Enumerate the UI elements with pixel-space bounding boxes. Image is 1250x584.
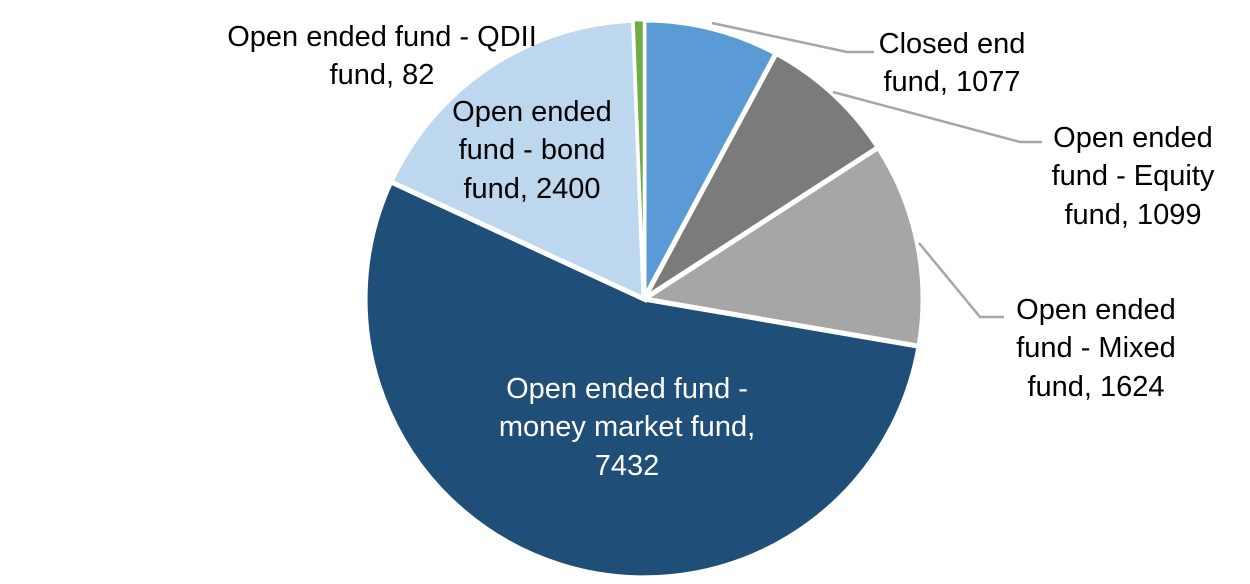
data-label-equity-fund: Open ended fund - Equity fund, 1099 bbox=[1051, 122, 1215, 231]
data-label-qdii-fund: Open ended fund - QDII fund, 82 bbox=[227, 21, 537, 92]
data-label-mixed-fund: Open ended fund - Mixed fund, 1624 bbox=[1016, 294, 1176, 403]
pie-slice-4[interactable] bbox=[362, 178, 922, 581]
pie-slice-3[interactable] bbox=[637, 144, 926, 350]
data-label-money-market-fund: Open ended fund - money market fund, 743… bbox=[498, 373, 756, 482]
pie-slice-6[interactable] bbox=[632, 18, 646, 300]
data-label-bond-fund: Open ended fund - bond fund, 2400 bbox=[452, 96, 612, 205]
leader-line-mixed-fund bbox=[918, 242, 1004, 319]
data-label-closed-end-fund: Closed end fund, 1077 bbox=[878, 28, 1026, 99]
pie-slice-2[interactable] bbox=[641, 49, 882, 302]
leader-line-closed-end-fund bbox=[711, 21, 874, 54]
pie-slice-1[interactable] bbox=[641, 17, 780, 301]
leader-line-equity-fund bbox=[832, 90, 1042, 144]
pie-slices bbox=[362, 17, 926, 581]
pie-slice-5[interactable] bbox=[387, 17, 647, 303]
